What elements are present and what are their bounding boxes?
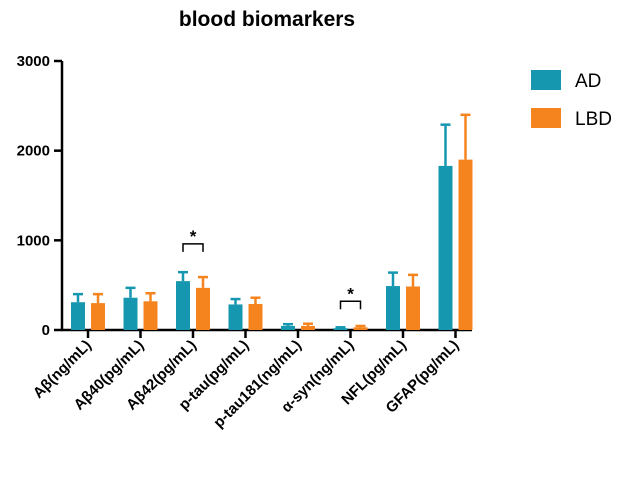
bar-lbd	[196, 287, 210, 330]
legend-swatch-lbd	[531, 108, 561, 128]
legend-label-ad: AD	[575, 71, 601, 92]
y-tick-label: 1000	[17, 232, 50, 249]
bar-ad	[123, 297, 138, 330]
bar-ad	[228, 304, 243, 330]
legend-swatch-ad	[531, 70, 561, 90]
chart-marks: 0100020003000Aβ(ng/mL)Aβ40(pg/mL)Aβ42(pg…	[17, 53, 612, 431]
bar-lbd	[353, 327, 368, 330]
legend-label-lbd: LBD	[575, 109, 612, 130]
bar-ad	[176, 281, 190, 330]
bar-lbd	[91, 303, 105, 330]
bar-ad	[281, 325, 295, 330]
bar-ad	[438, 165, 453, 330]
significance-marker: *	[347, 284, 354, 303]
bar-lbd	[301, 325, 315, 330]
bar-lbd	[143, 301, 158, 330]
bar-ad	[386, 286, 400, 330]
bar-lbd	[248, 303, 263, 330]
y-tick-label: 2000	[17, 143, 50, 160]
significance-bracket	[339, 300, 362, 310]
significance-marker: *	[190, 227, 197, 246]
significance-bracket	[182, 243, 204, 252]
y-tick-label: 0	[42, 322, 50, 339]
bar-ad	[71, 302, 85, 330]
x-tick-label: p-tau181(ng/mL)	[210, 337, 305, 432]
bar-ad	[333, 328, 348, 330]
bar-lbd	[406, 286, 420, 330]
y-tick-label: 3000	[17, 53, 50, 70]
chart-title: blood biomarkers	[179, 8, 355, 31]
bar-lbd	[458, 159, 473, 330]
